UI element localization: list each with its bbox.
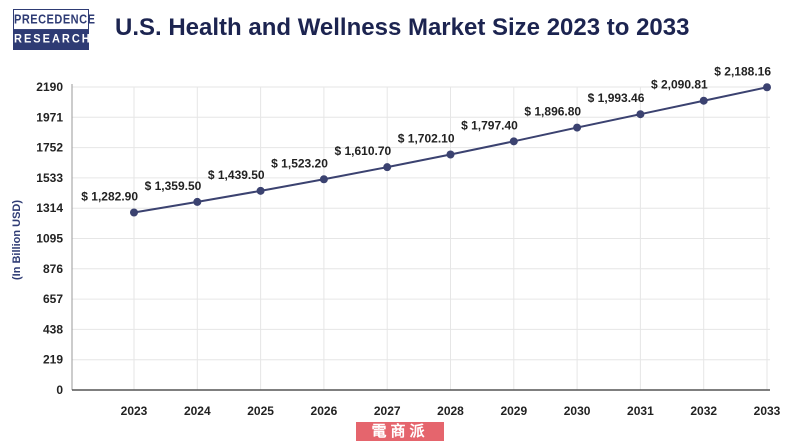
x-tick-label: 2025 bbox=[247, 404, 274, 418]
y-tick-label: 876 bbox=[43, 262, 63, 276]
data-label: $ 1,993.46 bbox=[588, 91, 645, 105]
data-point bbox=[763, 83, 771, 92]
y-tick-label: 1752 bbox=[36, 141, 63, 155]
data-label: $ 1,523.20 bbox=[271, 156, 328, 170]
x-tick-label: 2031 bbox=[627, 404, 654, 418]
data-label: $ 1,439.50 bbox=[208, 168, 265, 182]
y-tick-label: 1314 bbox=[36, 201, 63, 215]
data-label: $ 1,282.90 bbox=[81, 190, 138, 204]
data-label: $ 1,610.70 bbox=[334, 144, 391, 158]
data-point bbox=[509, 137, 518, 146]
data-point bbox=[636, 110, 645, 119]
data-point bbox=[193, 197, 202, 206]
y-tick-label: 0 bbox=[56, 383, 63, 397]
y-tick-label: 1095 bbox=[36, 232, 63, 246]
x-tick-label: 2023 bbox=[121, 404, 148, 418]
x-tick-label: 2026 bbox=[311, 404, 338, 418]
data-point bbox=[383, 163, 392, 172]
data-point bbox=[446, 150, 455, 159]
logo-line-1: PRECEDENCE bbox=[14, 12, 96, 28]
chart-title: U.S. Health and Wellness Market Size 202… bbox=[115, 14, 690, 41]
x-tick-label: 2030 bbox=[564, 404, 591, 418]
logo-line-2: RESEARCH bbox=[14, 29, 90, 50]
data-label: $ 1,359.50 bbox=[145, 179, 202, 193]
watermark: 電商派 bbox=[356, 422, 444, 441]
x-tick-label: 2032 bbox=[690, 404, 717, 418]
data-point bbox=[573, 123, 582, 132]
y-tick-label: 2190 bbox=[36, 80, 63, 94]
y-tick-label: 438 bbox=[43, 322, 63, 336]
x-tick-label: 2029 bbox=[500, 404, 527, 418]
data-label: $ 1,896.80 bbox=[524, 105, 581, 119]
data-point bbox=[699, 96, 708, 105]
y-axis-label: (In Billion USD) bbox=[11, 200, 23, 280]
data-point bbox=[130, 208, 138, 217]
y-tick-label: 1533 bbox=[36, 171, 63, 185]
data-label: $ 1,702.10 bbox=[398, 132, 455, 146]
x-tick-label: 2024 bbox=[184, 404, 211, 418]
y-tick-label: 1971 bbox=[36, 110, 63, 124]
data-point bbox=[319, 175, 328, 184]
x-tick-label: 2027 bbox=[374, 404, 401, 418]
data-label: $ 2,188.16 bbox=[714, 64, 771, 78]
precedence-research-logo: PRECEDENCE RESEARCH bbox=[13, 9, 96, 50]
y-tick-label: 219 bbox=[43, 353, 63, 367]
y-tick-label: 657 bbox=[43, 292, 63, 306]
x-tick-label: 2028 bbox=[437, 404, 464, 418]
x-tick-label: 2033 bbox=[754, 404, 781, 418]
data-label: $ 2,090.81 bbox=[651, 78, 708, 92]
data-label: $ 1,797.40 bbox=[461, 118, 518, 132]
data-point bbox=[256, 186, 265, 195]
